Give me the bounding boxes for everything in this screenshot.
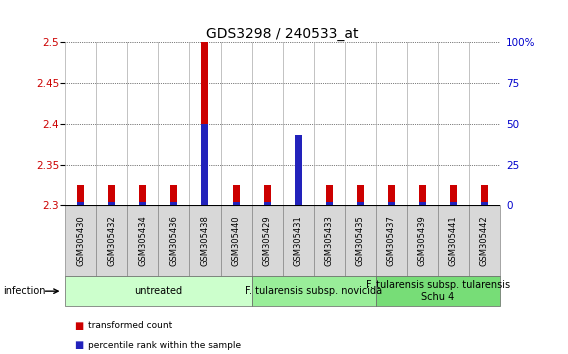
Bar (388, 185, 395, 205)
Title: GDS3298 / 240533_at: GDS3298 / 240533_at (206, 28, 359, 41)
Bar (357, 185, 364, 205)
Text: GSM305439: GSM305439 (417, 215, 427, 266)
FancyBboxPatch shape (469, 205, 500, 276)
FancyBboxPatch shape (407, 205, 438, 276)
Text: ■: ■ (74, 340, 83, 350)
Text: F. tularensis subsp. novicida: F. tularensis subsp. novicida (245, 286, 382, 296)
Bar (450, 202, 457, 205)
Bar (325, 185, 333, 205)
Text: ■: ■ (74, 321, 83, 331)
Bar (264, 185, 270, 205)
FancyBboxPatch shape (345, 205, 375, 276)
FancyBboxPatch shape (252, 276, 375, 306)
FancyBboxPatch shape (375, 276, 500, 306)
Bar (481, 185, 488, 205)
Bar (295, 135, 302, 205)
Bar (139, 185, 147, 205)
Text: GSM305441: GSM305441 (449, 215, 458, 266)
Text: GSM305430: GSM305430 (76, 215, 85, 266)
Text: infection: infection (3, 286, 45, 296)
Bar (419, 202, 426, 205)
Bar (232, 202, 240, 205)
FancyBboxPatch shape (375, 205, 407, 276)
Text: GSM305429: GSM305429 (262, 215, 272, 266)
FancyBboxPatch shape (314, 205, 345, 276)
Bar (108, 202, 115, 205)
FancyBboxPatch shape (97, 205, 127, 276)
FancyBboxPatch shape (220, 205, 252, 276)
Bar (77, 202, 84, 205)
Bar (202, 42, 208, 205)
Text: GSM305438: GSM305438 (201, 215, 210, 266)
Bar (388, 202, 395, 205)
Bar (357, 202, 364, 205)
Text: untreated: untreated (135, 286, 182, 296)
Bar (419, 185, 426, 205)
Text: GSM305433: GSM305433 (325, 215, 333, 266)
Bar (295, 144, 302, 205)
FancyBboxPatch shape (158, 205, 190, 276)
Bar (108, 185, 115, 205)
Bar (264, 202, 270, 205)
FancyBboxPatch shape (283, 205, 314, 276)
FancyBboxPatch shape (127, 205, 158, 276)
Text: GSM305437: GSM305437 (387, 215, 396, 266)
Text: GSM305442: GSM305442 (480, 215, 489, 266)
Bar (232, 185, 240, 205)
Bar (77, 185, 84, 205)
Text: GSM305440: GSM305440 (232, 215, 240, 266)
Text: percentile rank within the sample: percentile rank within the sample (88, 341, 241, 350)
Text: GSM305434: GSM305434 (139, 215, 148, 266)
Text: GSM305436: GSM305436 (169, 215, 178, 266)
Bar (450, 185, 457, 205)
Bar (325, 202, 333, 205)
Text: F. tularensis subsp. tularensis
Schu 4: F. tularensis subsp. tularensis Schu 4 (366, 280, 510, 302)
Bar (139, 202, 147, 205)
Bar (170, 202, 177, 205)
Bar (170, 185, 177, 205)
Text: GSM305435: GSM305435 (356, 215, 365, 266)
FancyBboxPatch shape (65, 276, 252, 306)
Text: transformed count: transformed count (88, 321, 172, 330)
FancyBboxPatch shape (190, 205, 220, 276)
Bar (202, 124, 208, 205)
Bar (481, 202, 488, 205)
Text: GSM305431: GSM305431 (294, 215, 303, 266)
FancyBboxPatch shape (438, 205, 469, 276)
FancyBboxPatch shape (65, 205, 97, 276)
Text: GSM305432: GSM305432 (107, 215, 116, 266)
FancyBboxPatch shape (252, 205, 283, 276)
